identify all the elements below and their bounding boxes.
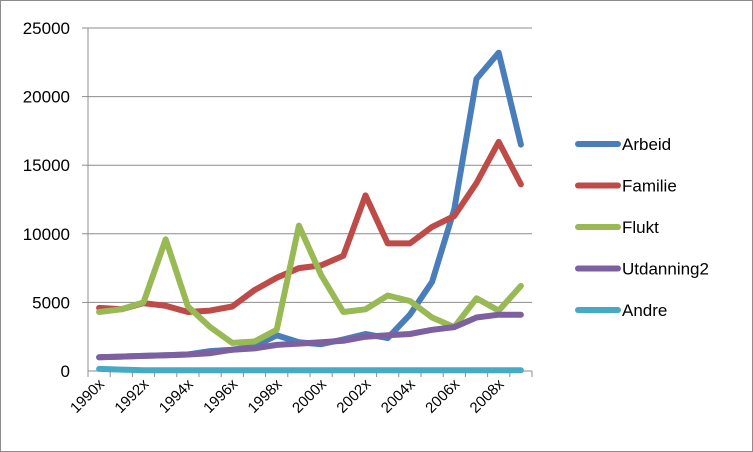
- legend-label: Arbeid: [622, 135, 671, 154]
- x-tick-label: 1990x: [67, 375, 108, 416]
- x-tick-label: 2008x: [467, 375, 508, 416]
- series-line-andre: [96, 365, 524, 374]
- y-tick-labels: 0 5000 10000 15000 20000 25000: [23, 19, 70, 381]
- legend-item: Andre: [575, 301, 667, 320]
- x-tick-label: 2004x: [378, 375, 419, 416]
- y-tick-label: 25000: [23, 19, 70, 38]
- x-tick-label: 1994x: [156, 375, 197, 416]
- legend-label: Flukt: [622, 218, 659, 237]
- legend-item: Utdanning2: [575, 260, 709, 279]
- legend-item: Flukt: [575, 218, 659, 237]
- x-tick-label: 2006x: [422, 375, 463, 416]
- series-line-familie: [96, 138, 524, 315]
- x-tick-label: 1998x: [245, 375, 286, 416]
- series-lines: [96, 49, 524, 374]
- series-line-utdanning2: [96, 311, 524, 361]
- x-tick-label: 1992x: [111, 375, 152, 416]
- y-tick-label: 20000: [23, 88, 70, 107]
- y-tick-label: 5000: [32, 293, 70, 312]
- x-tick-label: 2000x: [289, 375, 330, 416]
- legend-item: Familie: [575, 177, 677, 196]
- legend-item: Arbeid: [575, 135, 671, 154]
- y-tick-label: 15000: [23, 156, 70, 175]
- y-tick-label: 10000: [23, 225, 70, 244]
- legend-label: Familie: [622, 177, 677, 196]
- y-tick-label: 0: [61, 362, 70, 381]
- legend: Arbeid Familie Flukt Utdanning2 Andre: [575, 135, 709, 320]
- legend-label: Andre: [622, 301, 667, 320]
- legend-label: Utdanning2: [622, 260, 709, 279]
- x-tick-label: 1996x: [200, 375, 241, 416]
- x-tick-label: 2002x: [333, 375, 374, 416]
- gridlines: [88, 27, 532, 303]
- x-tick-labels: 1990x 1992x 1994x 1996x 1998x 2000x 2002x 2004x…: [67, 375, 508, 416]
- series-line-arbeid: [96, 49, 524, 361]
